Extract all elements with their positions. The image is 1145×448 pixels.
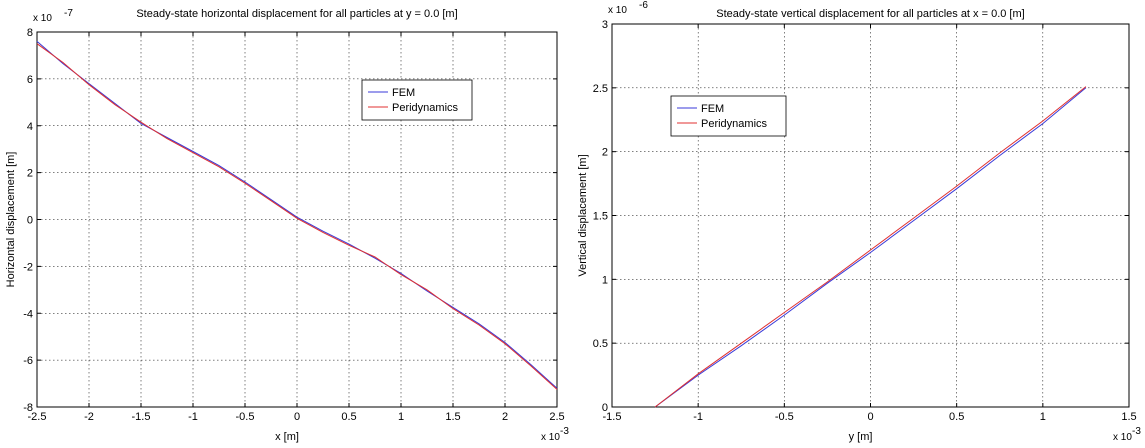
- y-tick-label: 0.5: [593, 338, 608, 350]
- y-axis-multiplier: x 10: [608, 5, 627, 16]
- y-tick-label: -4: [23, 308, 33, 320]
- x-axis-multiplier: x 10: [1113, 432, 1132, 443]
- y-axis-multiplier: x 10: [33, 13, 52, 24]
- y-tick-label: 3: [602, 19, 608, 31]
- x-tick-label: -1.5: [132, 411, 151, 423]
- legend-box: [361, 79, 473, 121]
- y-tick-label: 1: [602, 274, 608, 286]
- series-line-peridynamics: [654, 86, 1087, 408]
- y-tick-label: 8: [27, 27, 33, 39]
- x-tick-label: 0.5: [949, 411, 964, 423]
- x-tick-label: 2.5: [549, 411, 564, 423]
- series-line-peridynamics: [36, 43, 558, 390]
- y-tick-label: -2: [23, 261, 33, 273]
- chart-title: Steady-state horizontal displacement for…: [136, 8, 457, 20]
- legend-label: Peridynamics: [701, 118, 768, 130]
- legend-label: Peridynamics: [392, 102, 459, 114]
- x-tick-label: -1.5: [603, 411, 622, 423]
- x-tick-label: -1: [188, 411, 198, 423]
- x-tick-label: 1: [398, 411, 404, 423]
- legend: FEM Peridynamics: [361, 79, 473, 121]
- y-tick-label: -8: [23, 402, 33, 414]
- y-tick-label: 0: [27, 215, 33, 227]
- chart-panel-horizontal: Steady-state horizontal displacement for…: [0, 0, 572, 448]
- legend-label: FEM: [392, 87, 415, 99]
- plot-frame: [36, 31, 558, 408]
- x-tick-label: -2: [84, 411, 94, 423]
- plot-frame: [611, 23, 1130, 408]
- y-tick-label: 2: [27, 168, 33, 180]
- y-axis-exponent: -7: [64, 8, 73, 19]
- x-tick-label: 1.5: [1121, 411, 1136, 423]
- legend-label: FEM: [701, 103, 724, 115]
- x-tick-label: 1: [1040, 411, 1046, 423]
- y-axis-exponent: -6: [639, 0, 648, 11]
- x-tick-label: 0.5: [341, 411, 356, 423]
- chart-horizontal-displacement: Steady-state horizontal displacement for…: [5, 8, 569, 443]
- x-tick-label: 1.5: [445, 411, 460, 423]
- y-tick-label: 1.5: [593, 211, 608, 223]
- x-tick-label: -0.5: [236, 411, 255, 423]
- x-tick-label: 0: [867, 411, 873, 423]
- y-tick-label: 6: [27, 74, 33, 86]
- x-tick-label: 2: [502, 411, 508, 423]
- y-tick-label: 2.5: [593, 83, 608, 95]
- y-tick-label: 2: [602, 147, 608, 159]
- chart-vertical-displacement: Steady-state vertical displacement for a…: [577, 0, 1141, 443]
- x-tick-label: -2.5: [28, 411, 47, 423]
- x-axis-label: y [m]: [849, 431, 873, 443]
- x-axis-exponent: -3: [560, 426, 569, 437]
- x-tick-label: 0: [294, 411, 300, 423]
- series-line-fem: [654, 87, 1087, 408]
- x-axis-label: x [m]: [275, 431, 299, 443]
- legend: FEM Peridynamics: [670, 95, 787, 137]
- chart-title: Steady-state vertical displacement for a…: [716, 8, 1024, 20]
- y-axis-label: Vertical displacement [m]: [577, 154, 589, 276]
- y-tick-label: -6: [23, 355, 33, 367]
- chart-panel-vertical: Steady-state vertical displacement for a…: [572, 0, 1145, 448]
- y-tick-label: 0: [602, 402, 608, 414]
- x-tick-label: -1: [693, 411, 703, 423]
- x-tick-label: -0.5: [775, 411, 794, 423]
- y-axis-label: Horizontal displacement [m]: [5, 152, 17, 288]
- x-axis-multiplier: x 10: [541, 432, 560, 443]
- y-tick-label: 4: [27, 121, 33, 133]
- x-axis-exponent: -3: [1132, 426, 1141, 437]
- legend-box: [670, 95, 787, 137]
